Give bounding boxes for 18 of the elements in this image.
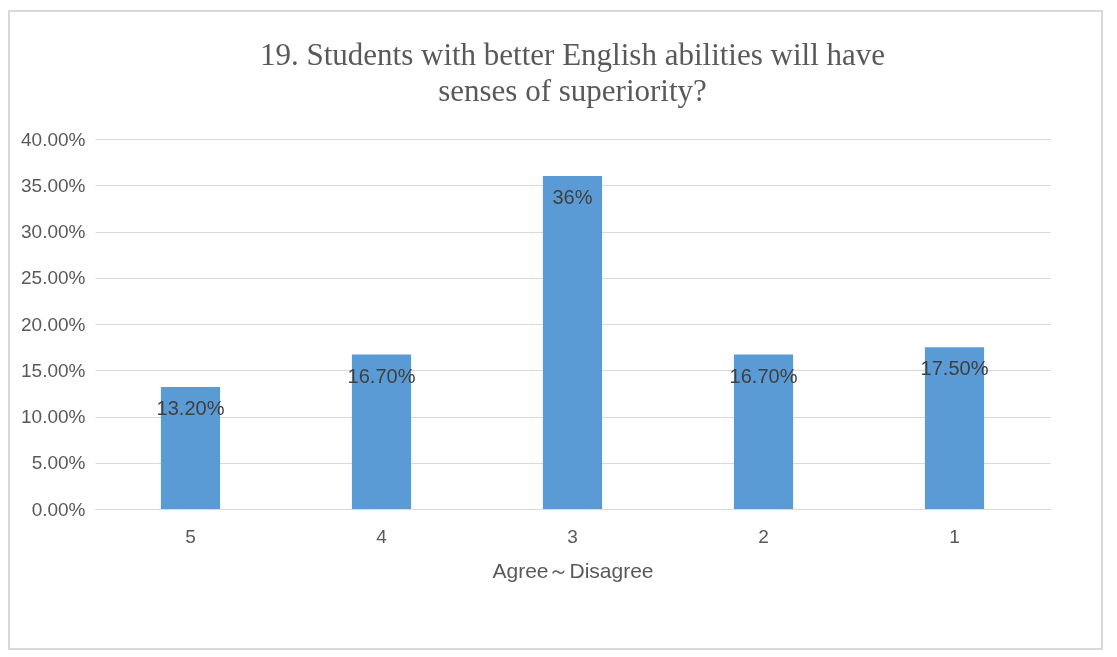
y-tick-label: 5.00% bbox=[31, 452, 86, 474]
y-tick-label: 30.00% bbox=[21, 221, 86, 242]
y-tick-label: 10.00% bbox=[21, 406, 86, 427]
bar bbox=[542, 176, 603, 509]
x-tick-label: 2 bbox=[758, 525, 769, 547]
data-label: 36% bbox=[552, 186, 593, 208]
x-axis-title: Agree～Disagree bbox=[492, 558, 654, 582]
y-tick-label: 20.00% bbox=[21, 313, 86, 335]
y-tick-label: 35.00% bbox=[21, 174, 86, 196]
x-tick-label: 5 bbox=[185, 525, 196, 547]
y-tick-label: 0.00% bbox=[31, 498, 86, 520]
chart-title: 19. Students with better English abilities will have senses of superiority? bbox=[259, 37, 886, 108]
y-tick-label: 25.00% bbox=[21, 267, 86, 289]
x-tick-label: 4 bbox=[376, 525, 388, 547]
x-tick-label: 1 bbox=[949, 525, 960, 547]
y-tick-label: 15.00% bbox=[21, 359, 86, 381]
x-tick-label: 3 bbox=[567, 525, 578, 547]
y-tick-label: 40.00% bbox=[21, 128, 86, 150]
